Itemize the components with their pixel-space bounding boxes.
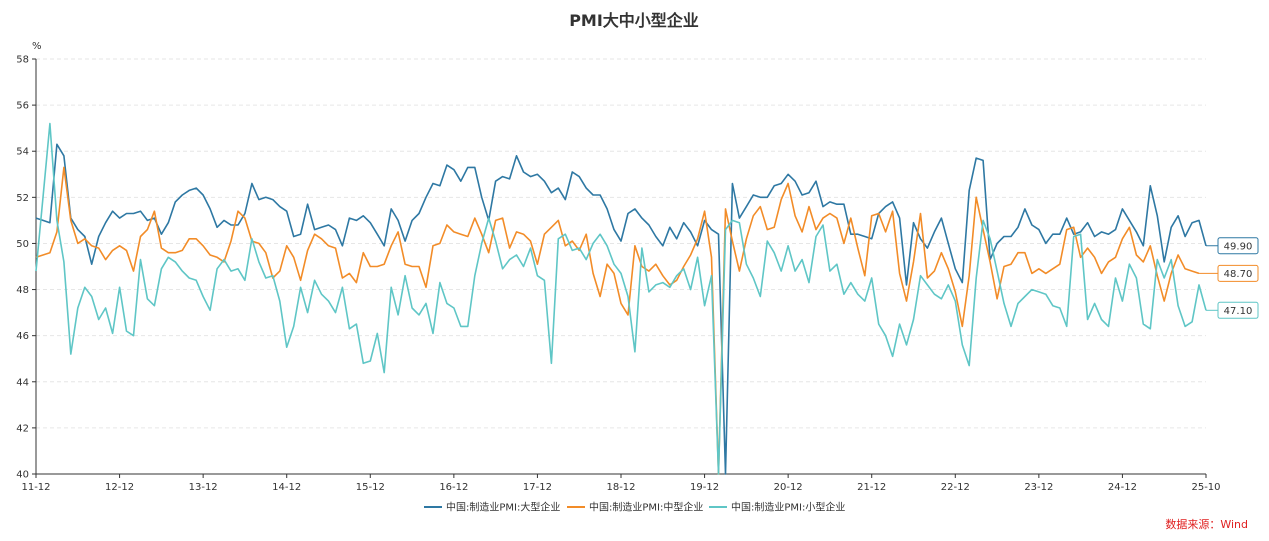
y-tick-label: 46 — [16, 331, 29, 342]
x-tick-label: 11-12 — [21, 482, 50, 493]
series-line — [35, 143, 1207, 475]
x-tick-label: 13-12 — [189, 482, 218, 493]
x-tick-label: 15-12 — [356, 482, 385, 493]
x-tick-label: 14-12 — [272, 482, 301, 493]
x-tick-label: 20-12 — [774, 482, 803, 493]
series-line — [35, 166, 1200, 475]
legend-label: 中国:制造业PMI:小型企业 — [731, 501, 845, 514]
data-source-note: 数据来源：Wind — [1165, 517, 1248, 531]
end-label-box — [1217, 264, 1259, 282]
legend-item[interactable]: 中国:制造业PMI:小型企业 — [709, 501, 845, 514]
y-axis-unit-label: % — [32, 41, 42, 52]
x-tick-label: 17-12 — [523, 482, 552, 493]
series-lines — [35, 122, 1207, 475]
series-line — [35, 122, 1207, 475]
x-tick-label: 19-12 — [690, 482, 719, 493]
y-tick-label: 40 — [16, 470, 29, 481]
y-axis-ticks: 40 42 44 46 48 50 52 54 56 58 — [16, 55, 36, 481]
end-value-label: 49.90 — [1206, 237, 1259, 255]
y-tick-label: 52 — [16, 193, 29, 204]
y-tick-label: 54 — [16, 147, 29, 158]
x-tick-label: 24-12 — [1108, 482, 1137, 493]
x-axis-ticks: 11-12 12-12 13-12 14-12 15-12 16-12 17-12 18-12… — [21, 474, 1221, 493]
legend-item[interactable]: 中国:制造业PMI:中型企业 — [567, 501, 703, 514]
y-tick-label: 42 — [16, 423, 29, 434]
x-tick-label: 22-12 — [941, 482, 970, 493]
end-label-text: 48.70 — [1224, 269, 1253, 280]
axes — [35, 59, 1206, 475]
end-value-labels: 49.90 48.70 47.10 — [1199, 237, 1259, 319]
end-label-text: 49.90 — [1224, 241, 1253, 252]
x-tick-label: 23-12 — [1024, 482, 1053, 493]
legend-label: 中国:制造业PMI:中型企业 — [589, 501, 703, 514]
x-tick-label: 18-12 — [606, 482, 635, 493]
y-tick-label: 56 — [16, 101, 29, 112]
chart-title: PMI大中小型企业 — [569, 11, 699, 30]
end-label-box — [1217, 301, 1259, 319]
legend-label: 中国:制造业PMI:大型企业 — [446, 501, 560, 514]
legend-item[interactable]: 中国:制造业PMI:大型企业 — [424, 501, 560, 514]
y-tick-label: 58 — [16, 55, 29, 66]
end-value-label: 47.10 — [1206, 301, 1259, 319]
x-tick-label: 12-12 — [105, 482, 134, 493]
end-value-label: 48.70 — [1199, 264, 1259, 282]
x-tick-label: 25-10 — [1191, 482, 1220, 493]
y-tick-label: 48 — [16, 285, 29, 296]
legend: 中国:制造业PMI:大型企业 中国:制造业PMI:中型企业 中国:制造业PMI:小型… — [424, 501, 845, 514]
x-tick-label: 21-12 — [857, 482, 886, 493]
grid-lines — [36, 58, 1206, 429]
y-tick-label: 50 — [16, 239, 29, 250]
x-tick-label: 16-12 — [439, 482, 468, 493]
end-label-box — [1217, 237, 1259, 255]
y-tick-label: 44 — [16, 377, 29, 388]
end-label-text: 47.10 — [1224, 306, 1253, 317]
